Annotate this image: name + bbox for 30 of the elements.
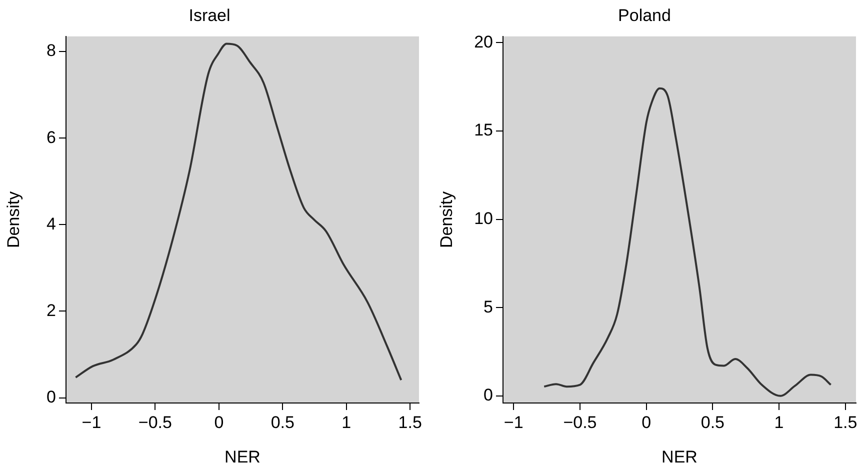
x-tick-label: 1 bbox=[774, 412, 784, 432]
line-series bbox=[74, 42, 402, 382]
y-axis-title: Density bbox=[4, 190, 23, 248]
y-tick-label: 10 bbox=[474, 208, 493, 228]
x-tick-label: 0.5 bbox=[700, 412, 724, 432]
x-tick-label: −0.5 bbox=[138, 412, 172, 432]
y-tick-label: 0 bbox=[46, 387, 56, 406]
y-tick-label: 2 bbox=[46, 300, 56, 320]
chart-title: Poland bbox=[618, 6, 671, 25]
y-tick-label: 20 bbox=[474, 32, 493, 52]
x-tick-label: −1 bbox=[504, 412, 524, 432]
y-tick-label: 4 bbox=[46, 214, 56, 234]
y-tick-label: 0 bbox=[484, 386, 493, 405]
x-tick-label: 1.5 bbox=[398, 412, 422, 432]
line-series bbox=[543, 87, 832, 397]
x-tick-label: 0.5 bbox=[270, 412, 294, 432]
x-axis-title: NER bbox=[662, 447, 698, 466]
x-tick-label: 0 bbox=[642, 412, 652, 432]
x-axis-title: NER bbox=[224, 447, 260, 466]
y-tick-label: 15 bbox=[474, 120, 493, 140]
y-tick-label: 8 bbox=[46, 41, 56, 60]
y-axis-title: Density bbox=[436, 190, 456, 248]
x-tick-label: 1 bbox=[342, 412, 352, 432]
x-tick-label: 1.5 bbox=[834, 412, 858, 432]
x-tick-label: −0.5 bbox=[563, 412, 597, 432]
x-tick-label: 0 bbox=[214, 412, 224, 432]
y-tick-label: 6 bbox=[46, 128, 56, 147]
y-tick-label: 5 bbox=[484, 297, 493, 316]
chart-title: Israel bbox=[188, 6, 230, 25]
x-tick-label: −1 bbox=[82, 412, 102, 432]
